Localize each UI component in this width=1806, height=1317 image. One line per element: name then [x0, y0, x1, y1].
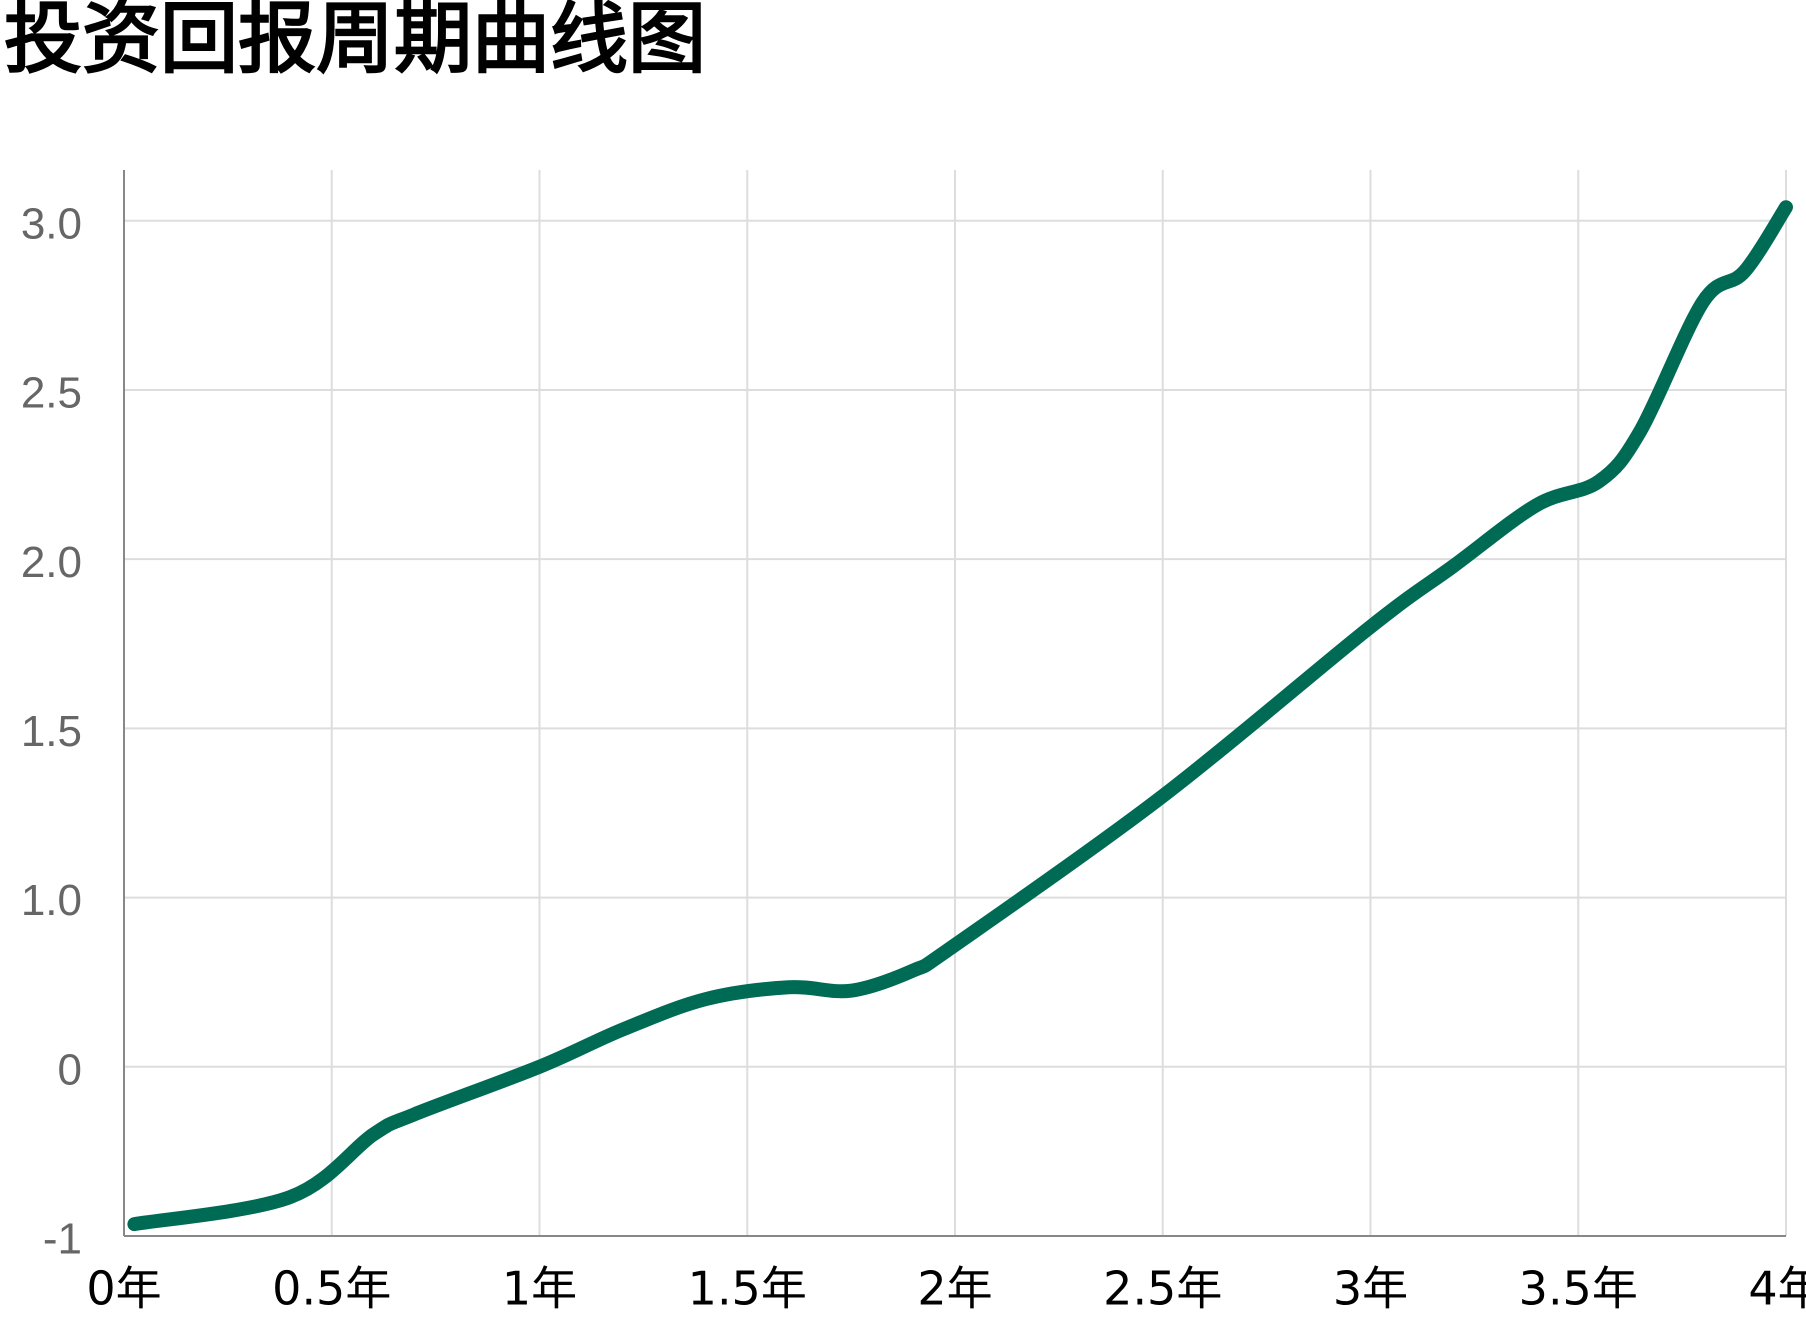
x-tick-label: 4年	[1748, 1262, 1806, 1316]
y-tick-label: 3.0	[21, 199, 82, 248]
chart-title: 投资回报周期曲线图	[4, 0, 706, 84]
y-tick-label: -1	[43, 1215, 82, 1264]
x-tick-label: 0.5年	[272, 1262, 391, 1316]
x-tick-label: 1年	[502, 1262, 577, 1316]
y-tick-label: 0	[58, 1045, 82, 1094]
y-tick-label: 1.0	[21, 876, 82, 925]
x-tick-label: 2年	[917, 1262, 992, 1316]
x-tick-label: 2.5年	[1103, 1262, 1222, 1316]
x-tick-label: 1.5年	[688, 1262, 807, 1316]
y-tick-label: 1.5	[21, 707, 82, 756]
line	[127, 200, 1793, 1232]
x-tick-label: 3.5年	[1519, 1262, 1638, 1316]
x-tick-label: 0年	[86, 1262, 161, 1316]
y-tick-label: 2.5	[21, 369, 82, 418]
y-tick-label: 2.0	[21, 538, 82, 587]
x-tick-label: 3年	[1333, 1262, 1408, 1316]
